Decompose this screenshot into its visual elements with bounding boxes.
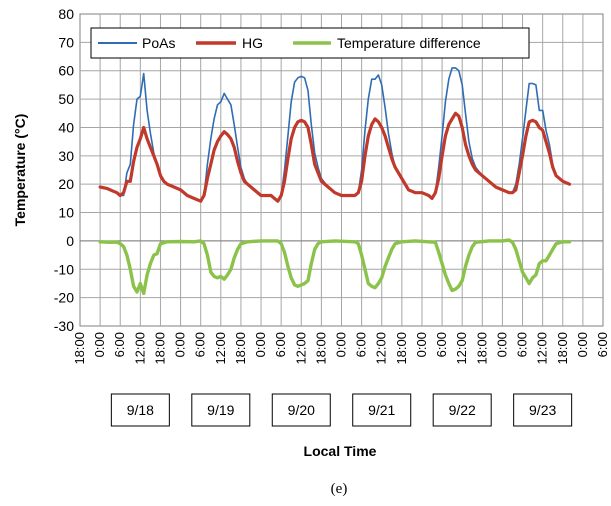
y-tick-label: -20 <box>54 290 74 306</box>
x-tick-label: 12:00 <box>535 332 550 365</box>
x-tick-label: 18:00 <box>313 332 328 365</box>
date-label: 9/22 <box>449 402 476 418</box>
legend-label-poas: PoAs <box>142 35 175 51</box>
y-tick-label: 20 <box>58 176 74 192</box>
x-tick-label: 12:00 <box>293 332 308 365</box>
x-tick-label: 12:00 <box>132 332 147 365</box>
date-boxes: 9/18 9/19 9/20 9/21 9/22 9/23 <box>110 393 573 427</box>
y-tick-label: -30 <box>54 318 74 334</box>
y-tick-label: 40 <box>58 119 74 135</box>
x-axis-title: Local Time <box>304 443 377 459</box>
date-label: 9/19 <box>207 402 234 418</box>
date-box <box>271 393 331 427</box>
date-label: 9/21 <box>368 402 395 418</box>
x-tick-label: 0:00 <box>575 332 590 357</box>
x-tick-label: 6:00 <box>515 332 530 357</box>
y-axis-title: Temperature (°C) <box>12 114 28 227</box>
x-tick-label: 6:00 <box>112 332 127 357</box>
x-tick-label: 18:00 <box>233 332 248 365</box>
x-tick-label: 0:00 <box>414 332 429 357</box>
x-tick-label: 6:00 <box>354 332 369 357</box>
legend-label-diff: Temperature difference <box>337 35 481 51</box>
series-line-temperature-difference <box>98 238 572 296</box>
date-label: 9/23 <box>529 402 556 418</box>
date-box <box>432 393 492 427</box>
x-tick-label: 18:00 <box>152 332 167 365</box>
x-tick-label: 18:00 <box>474 332 489 365</box>
x-tick-label: 12:00 <box>374 332 389 365</box>
date-box <box>110 393 170 427</box>
y-tick-label: 10 <box>58 205 74 221</box>
date-label: 9/18 <box>127 402 154 418</box>
x-tick-label: 18:00 <box>72 332 87 365</box>
date-box <box>191 393 251 427</box>
y-tick-label: 50 <box>58 91 74 107</box>
date-box <box>513 393 573 427</box>
x-tick-labels: 18:00 0:00 6:00 12:00 18:00 0:00 6:00 12:00 18:0… <box>72 332 610 365</box>
x-tick-label: 0:00 <box>92 332 107 357</box>
x-tick-label: 12:00 <box>454 332 469 365</box>
y-tick-label: 80 <box>58 6 74 22</box>
x-tick-label: 18:00 <box>394 332 409 365</box>
legend: PoAs HG Temperature difference <box>90 27 530 59</box>
y-tick-label: 30 <box>58 148 74 164</box>
x-tick-label: 0:00 <box>494 332 509 357</box>
x-tick-label: 12:00 <box>213 332 228 365</box>
x-tick-label: 0:00 <box>334 332 349 357</box>
y-tick-label: 70 <box>58 34 74 50</box>
date-box <box>352 393 412 427</box>
y-tick-label: -10 <box>54 261 74 277</box>
legend-label-hg: HG <box>242 35 263 51</box>
figure-caption: (e) <box>331 481 348 497</box>
x-tick-label: 0:00 <box>173 332 188 357</box>
series-line-hg <box>98 111 572 203</box>
date-label: 9/20 <box>288 402 315 418</box>
y-tick-label: 60 <box>58 63 74 79</box>
x-tick-label: 6:00 <box>434 332 449 357</box>
series-lines <box>98 67 572 296</box>
x-tick-label: 0:00 <box>253 332 268 357</box>
x-tick-label: 6:00 <box>193 332 208 357</box>
y-tick-label: 0 <box>66 233 74 249</box>
x-tick-label: 6:00 <box>595 332 610 357</box>
x-tick-label: 18:00 <box>555 332 570 365</box>
y-tick-labels: 80 70 60 50 40 30 20 10 0 -10 -20 -30 <box>54 6 74 334</box>
x-tick-label: 6:00 <box>273 332 288 357</box>
